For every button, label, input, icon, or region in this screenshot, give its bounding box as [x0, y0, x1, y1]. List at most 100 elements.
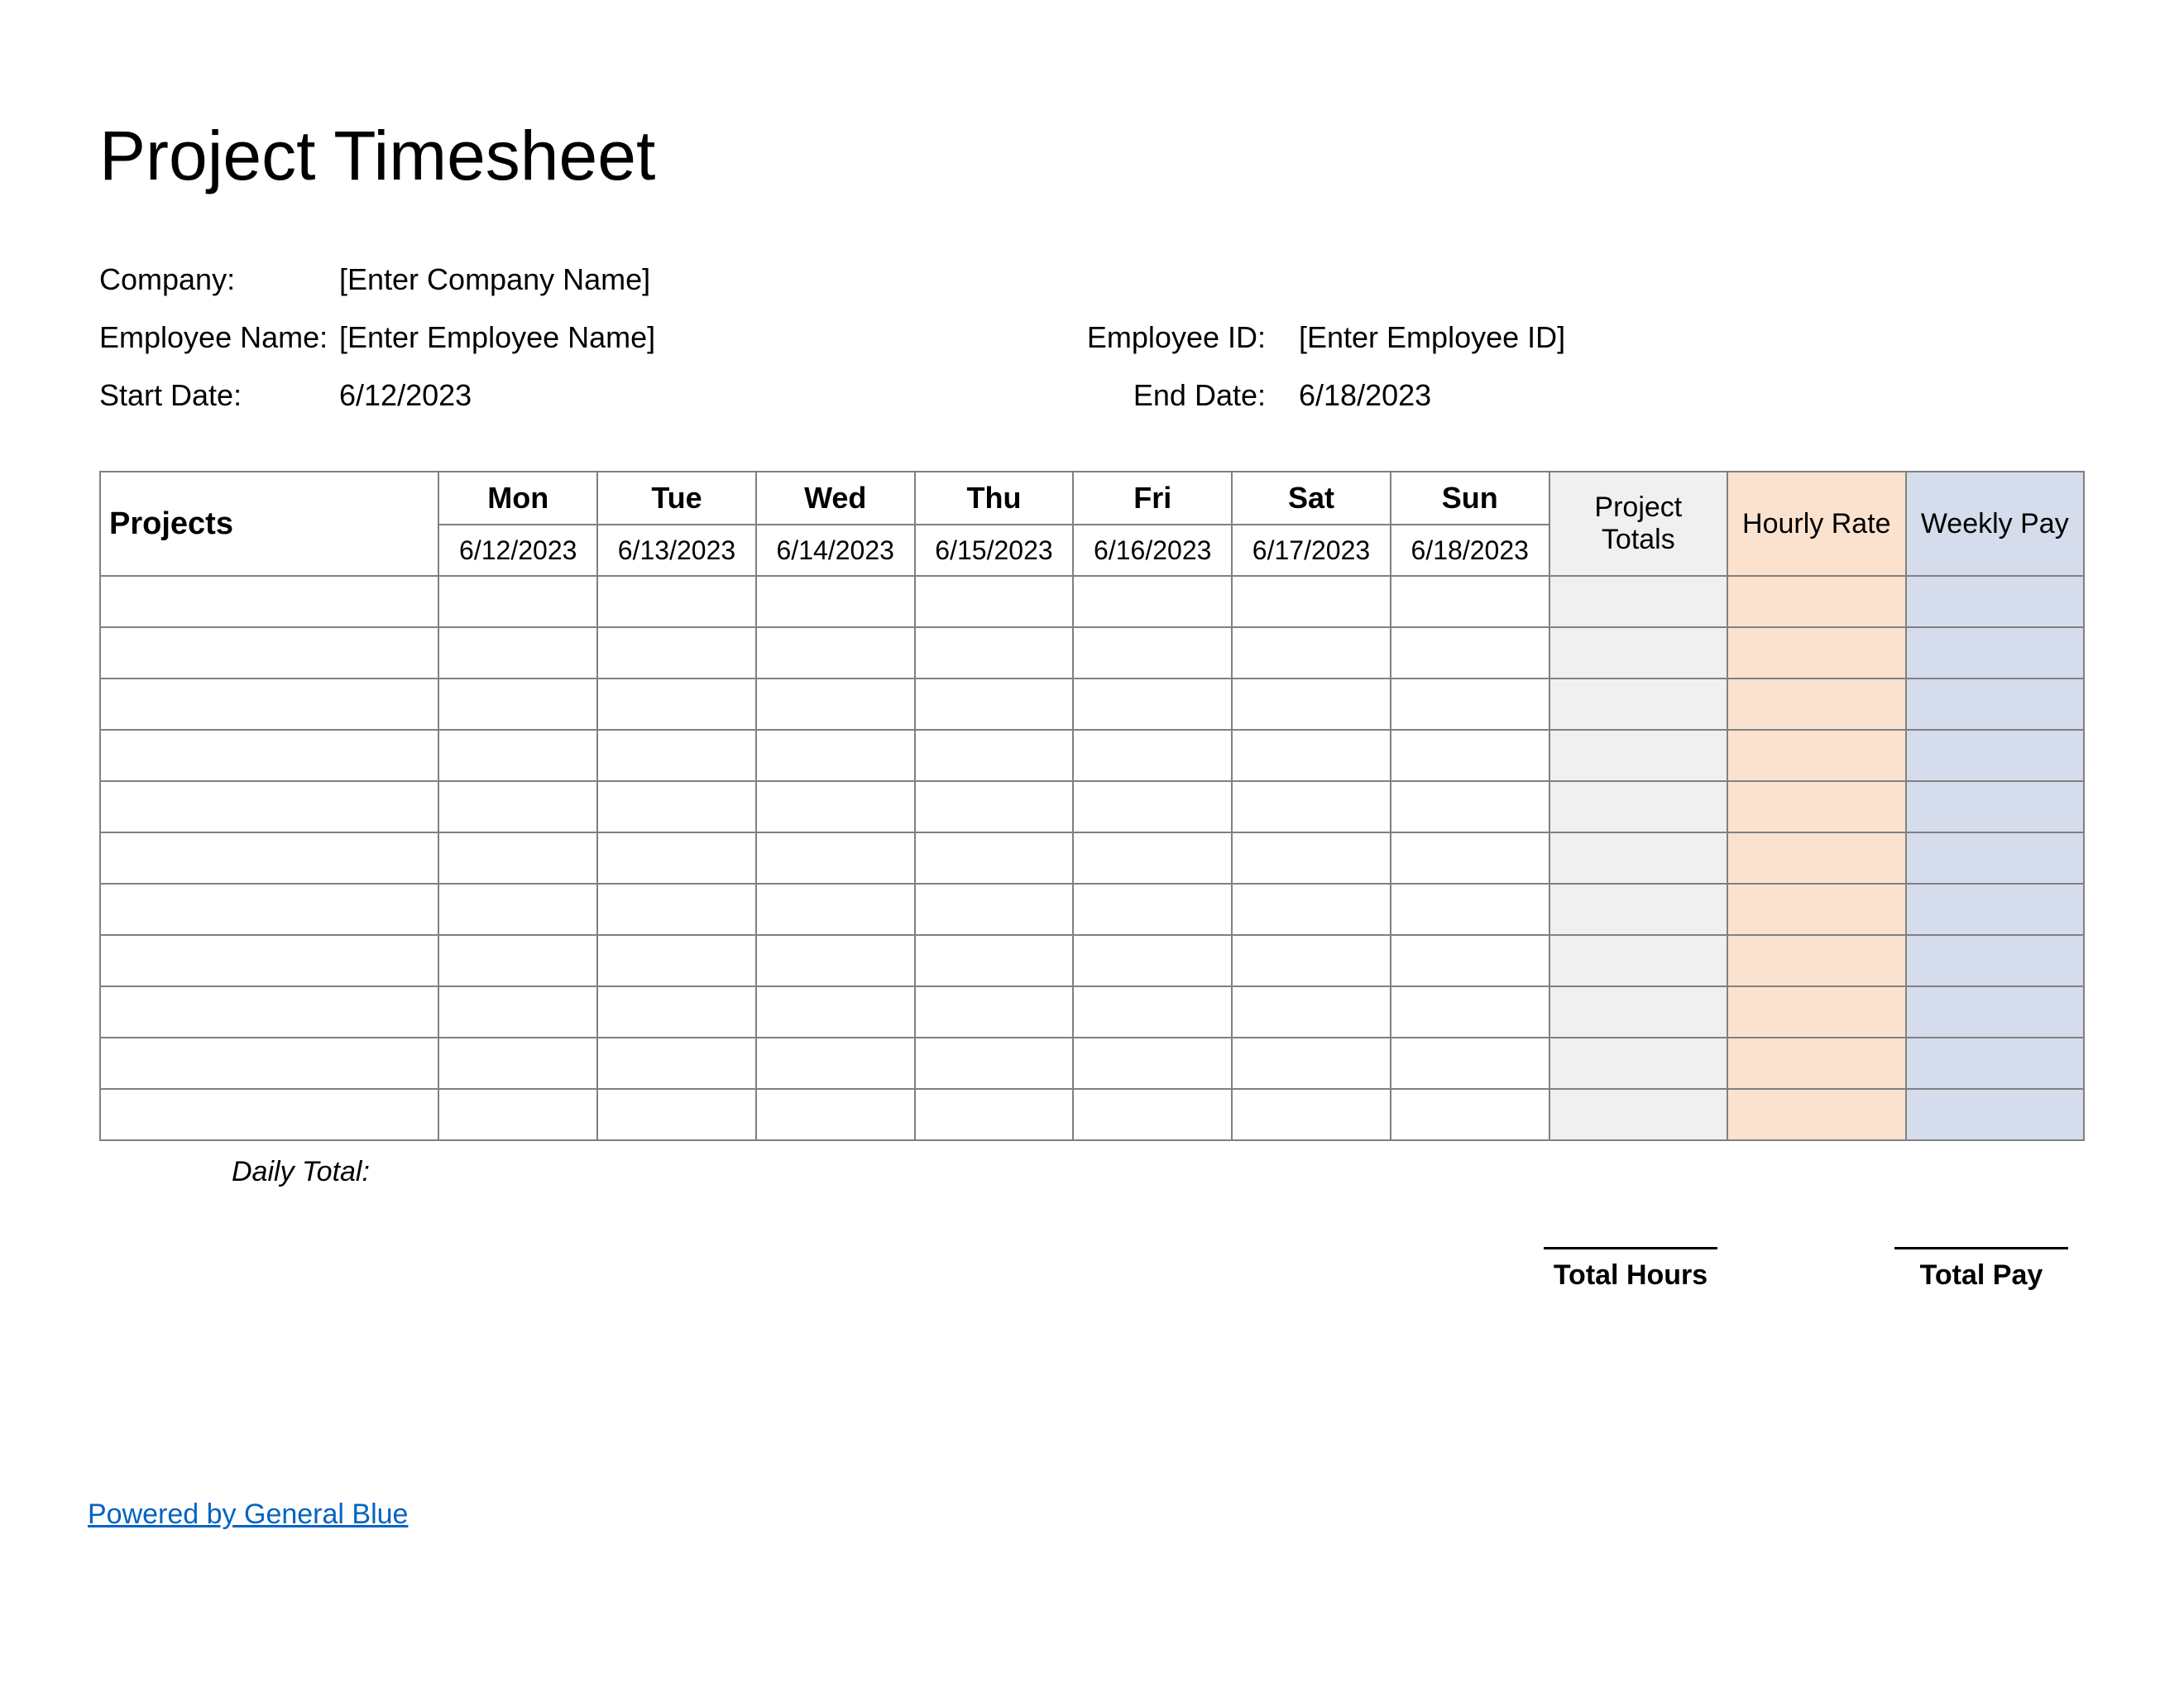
footer-link[interactable]: Powered by General Blue	[88, 1499, 408, 1531]
hours-cell[interactable]	[915, 935, 1074, 986]
hours-cell[interactable]	[597, 627, 756, 679]
hours-cell[interactable]	[438, 832, 597, 884]
hours-cell[interactable]	[597, 986, 756, 1038]
hours-cell[interactable]	[756, 884, 915, 935]
project-name-cell[interactable]	[100, 935, 438, 986]
project-name-cell[interactable]	[100, 1089, 438, 1140]
hours-cell[interactable]	[915, 884, 1074, 935]
hours-cell[interactable]	[1073, 1038, 1232, 1089]
hours-cell[interactable]	[1073, 781, 1232, 832]
hours-cell[interactable]	[597, 1089, 756, 1140]
hours-cell[interactable]	[915, 781, 1074, 832]
hours-cell[interactable]	[1391, 986, 1549, 1038]
hours-cell[interactable]	[1073, 1089, 1232, 1140]
hours-cell[interactable]	[1073, 986, 1232, 1038]
hours-cell[interactable]	[1391, 1089, 1549, 1140]
hours-cell[interactable]	[438, 986, 597, 1038]
hourly-rate-cell[interactable]	[1727, 935, 1905, 986]
hours-cell[interactable]	[1232, 730, 1391, 781]
hours-cell[interactable]	[1391, 627, 1549, 679]
hours-cell[interactable]	[597, 781, 756, 832]
project-name-cell[interactable]	[100, 781, 438, 832]
hours-cell[interactable]	[915, 730, 1074, 781]
hours-cell[interactable]	[1073, 884, 1232, 935]
hours-cell[interactable]	[1232, 986, 1391, 1038]
hourly-rate-cell[interactable]	[1727, 1089, 1905, 1140]
project-name-cell[interactable]	[100, 576, 438, 627]
hours-cell[interactable]	[1232, 576, 1391, 627]
hours-cell[interactable]	[1232, 884, 1391, 935]
hours-cell[interactable]	[597, 679, 756, 730]
hours-cell[interactable]	[1391, 935, 1549, 986]
hours-cell[interactable]	[915, 1038, 1074, 1089]
hours-cell[interactable]	[915, 679, 1074, 730]
hourly-rate-cell[interactable]	[1727, 730, 1905, 781]
employee-name-value[interactable]: [Enter Employee Name]	[339, 320, 670, 355]
hours-cell[interactable]	[915, 576, 1074, 627]
hours-cell[interactable]	[438, 935, 597, 986]
hours-cell[interactable]	[756, 627, 915, 679]
hours-cell[interactable]	[915, 1089, 1074, 1140]
hourly-rate-cell[interactable]	[1727, 986, 1905, 1038]
project-name-cell[interactable]	[100, 884, 438, 935]
hours-cell[interactable]	[756, 576, 915, 627]
employee-id-value[interactable]: [Enter Employee ID]	[1299, 320, 1630, 355]
project-name-cell[interactable]	[100, 627, 438, 679]
hours-cell[interactable]	[438, 576, 597, 627]
hours-cell[interactable]	[1073, 679, 1232, 730]
hours-cell[interactable]	[1073, 935, 1232, 986]
hours-cell[interactable]	[597, 832, 756, 884]
hours-cell[interactable]	[1073, 730, 1232, 781]
hours-cell[interactable]	[438, 1038, 597, 1089]
hours-cell[interactable]	[1391, 832, 1549, 884]
hours-cell[interactable]	[597, 1038, 756, 1089]
hours-cell[interactable]	[597, 935, 756, 986]
hours-cell[interactable]	[438, 627, 597, 679]
hours-cell[interactable]	[597, 884, 756, 935]
hourly-rate-cell[interactable]	[1727, 679, 1905, 730]
hours-cell[interactable]	[1073, 627, 1232, 679]
end-date-value[interactable]: 6/18/2023	[1299, 378, 1630, 413]
hours-cell[interactable]	[438, 679, 597, 730]
hours-cell[interactable]	[1232, 935, 1391, 986]
hourly-rate-cell[interactable]	[1727, 781, 1905, 832]
start-date-value[interactable]: 6/12/2023	[339, 378, 670, 413]
hours-cell[interactable]	[1391, 884, 1549, 935]
project-name-cell[interactable]	[100, 832, 438, 884]
hours-cell[interactable]	[1232, 1038, 1391, 1089]
hours-cell[interactable]	[1232, 679, 1391, 730]
hours-cell[interactable]	[597, 576, 756, 627]
hours-cell[interactable]	[915, 832, 1074, 884]
hours-cell[interactable]	[1073, 832, 1232, 884]
project-name-cell[interactable]	[100, 730, 438, 781]
hours-cell[interactable]	[756, 832, 915, 884]
hours-cell[interactable]	[1232, 1089, 1391, 1140]
hours-cell[interactable]	[756, 1089, 915, 1140]
hours-cell[interactable]	[756, 935, 915, 986]
hourly-rate-cell[interactable]	[1727, 627, 1905, 679]
hours-cell[interactable]	[756, 679, 915, 730]
hours-cell[interactable]	[756, 730, 915, 781]
hours-cell[interactable]	[756, 986, 915, 1038]
hours-cell[interactable]	[438, 1089, 597, 1140]
project-name-cell[interactable]	[100, 679, 438, 730]
hours-cell[interactable]	[915, 986, 1074, 1038]
hours-cell[interactable]	[1391, 576, 1549, 627]
hourly-rate-cell[interactable]	[1727, 884, 1905, 935]
company-value[interactable]: [Enter Company Name]	[339, 262, 670, 297]
hours-cell[interactable]	[1232, 832, 1391, 884]
hours-cell[interactable]	[1391, 730, 1549, 781]
project-name-cell[interactable]	[100, 1038, 438, 1089]
hours-cell[interactable]	[1232, 781, 1391, 832]
hours-cell[interactable]	[597, 730, 756, 781]
hours-cell[interactable]	[438, 884, 597, 935]
hours-cell[interactable]	[756, 1038, 915, 1089]
hours-cell[interactable]	[915, 627, 1074, 679]
hourly-rate-cell[interactable]	[1727, 1038, 1905, 1089]
hours-cell[interactable]	[1391, 679, 1549, 730]
hours-cell[interactable]	[1073, 576, 1232, 627]
hourly-rate-cell[interactable]	[1727, 832, 1905, 884]
hours-cell[interactable]	[1391, 781, 1549, 832]
project-name-cell[interactable]	[100, 986, 438, 1038]
hours-cell[interactable]	[1391, 1038, 1549, 1089]
